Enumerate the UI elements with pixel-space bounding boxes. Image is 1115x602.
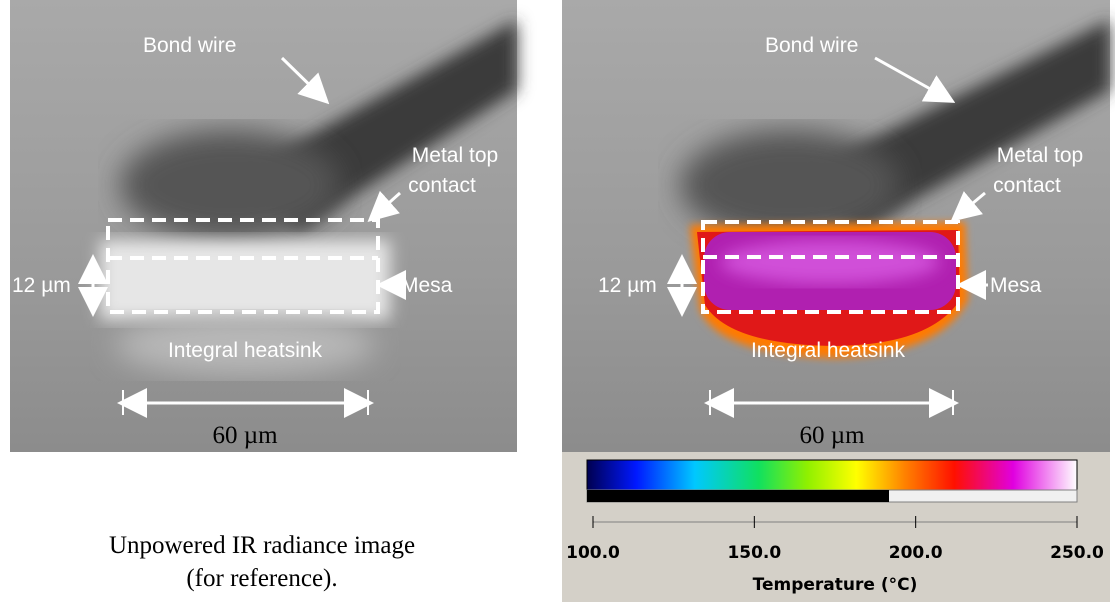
figure: Bond wire Metal top contact 12 µm Mesa I… <box>0 0 1115 602</box>
width-label: 60 µm <box>212 422 278 449</box>
metal-contact-label: contact <box>408 174 476 197</box>
page: Bond wire Metal top contact 12 µm Mesa I… <box>0 0 1115 602</box>
color-scale: Temperature (°C) <box>562 452 1110 602</box>
width-label: 60 µm <box>799 422 865 449</box>
right-image <box>562 0 1110 452</box>
tick-label: 150.0 <box>727 543 781 563</box>
metal-contact-label: Metal top <box>412 144 498 167</box>
tick-label: 250.0 <box>1050 543 1104 563</box>
heatsink-label: Integral heatsink <box>168 339 323 362</box>
caption: Unpowered IR radiance image <box>109 532 415 559</box>
bond-wire-label: Bond wire <box>143 34 236 57</box>
caption: (for reference). <box>186 565 337 592</box>
metal-contact-label: contact <box>993 174 1061 197</box>
thickness-label: 12 µm <box>598 274 657 297</box>
thickness-label: 12 µm <box>12 274 71 297</box>
tick-label: 200.0 <box>889 543 943 563</box>
left-image <box>10 0 517 452</box>
bond-wire-label: Bond wire <box>765 34 858 57</box>
mesa-label: Mesa <box>401 274 453 297</box>
axis-label: Temperature (°C) <box>753 575 918 595</box>
metal-contact-label: Metal top <box>997 144 1083 167</box>
mesa-label: Mesa <box>990 274 1042 297</box>
tick-label: 100.0 <box>566 543 620 563</box>
heatsink-label: Integral heatsink <box>751 339 906 362</box>
